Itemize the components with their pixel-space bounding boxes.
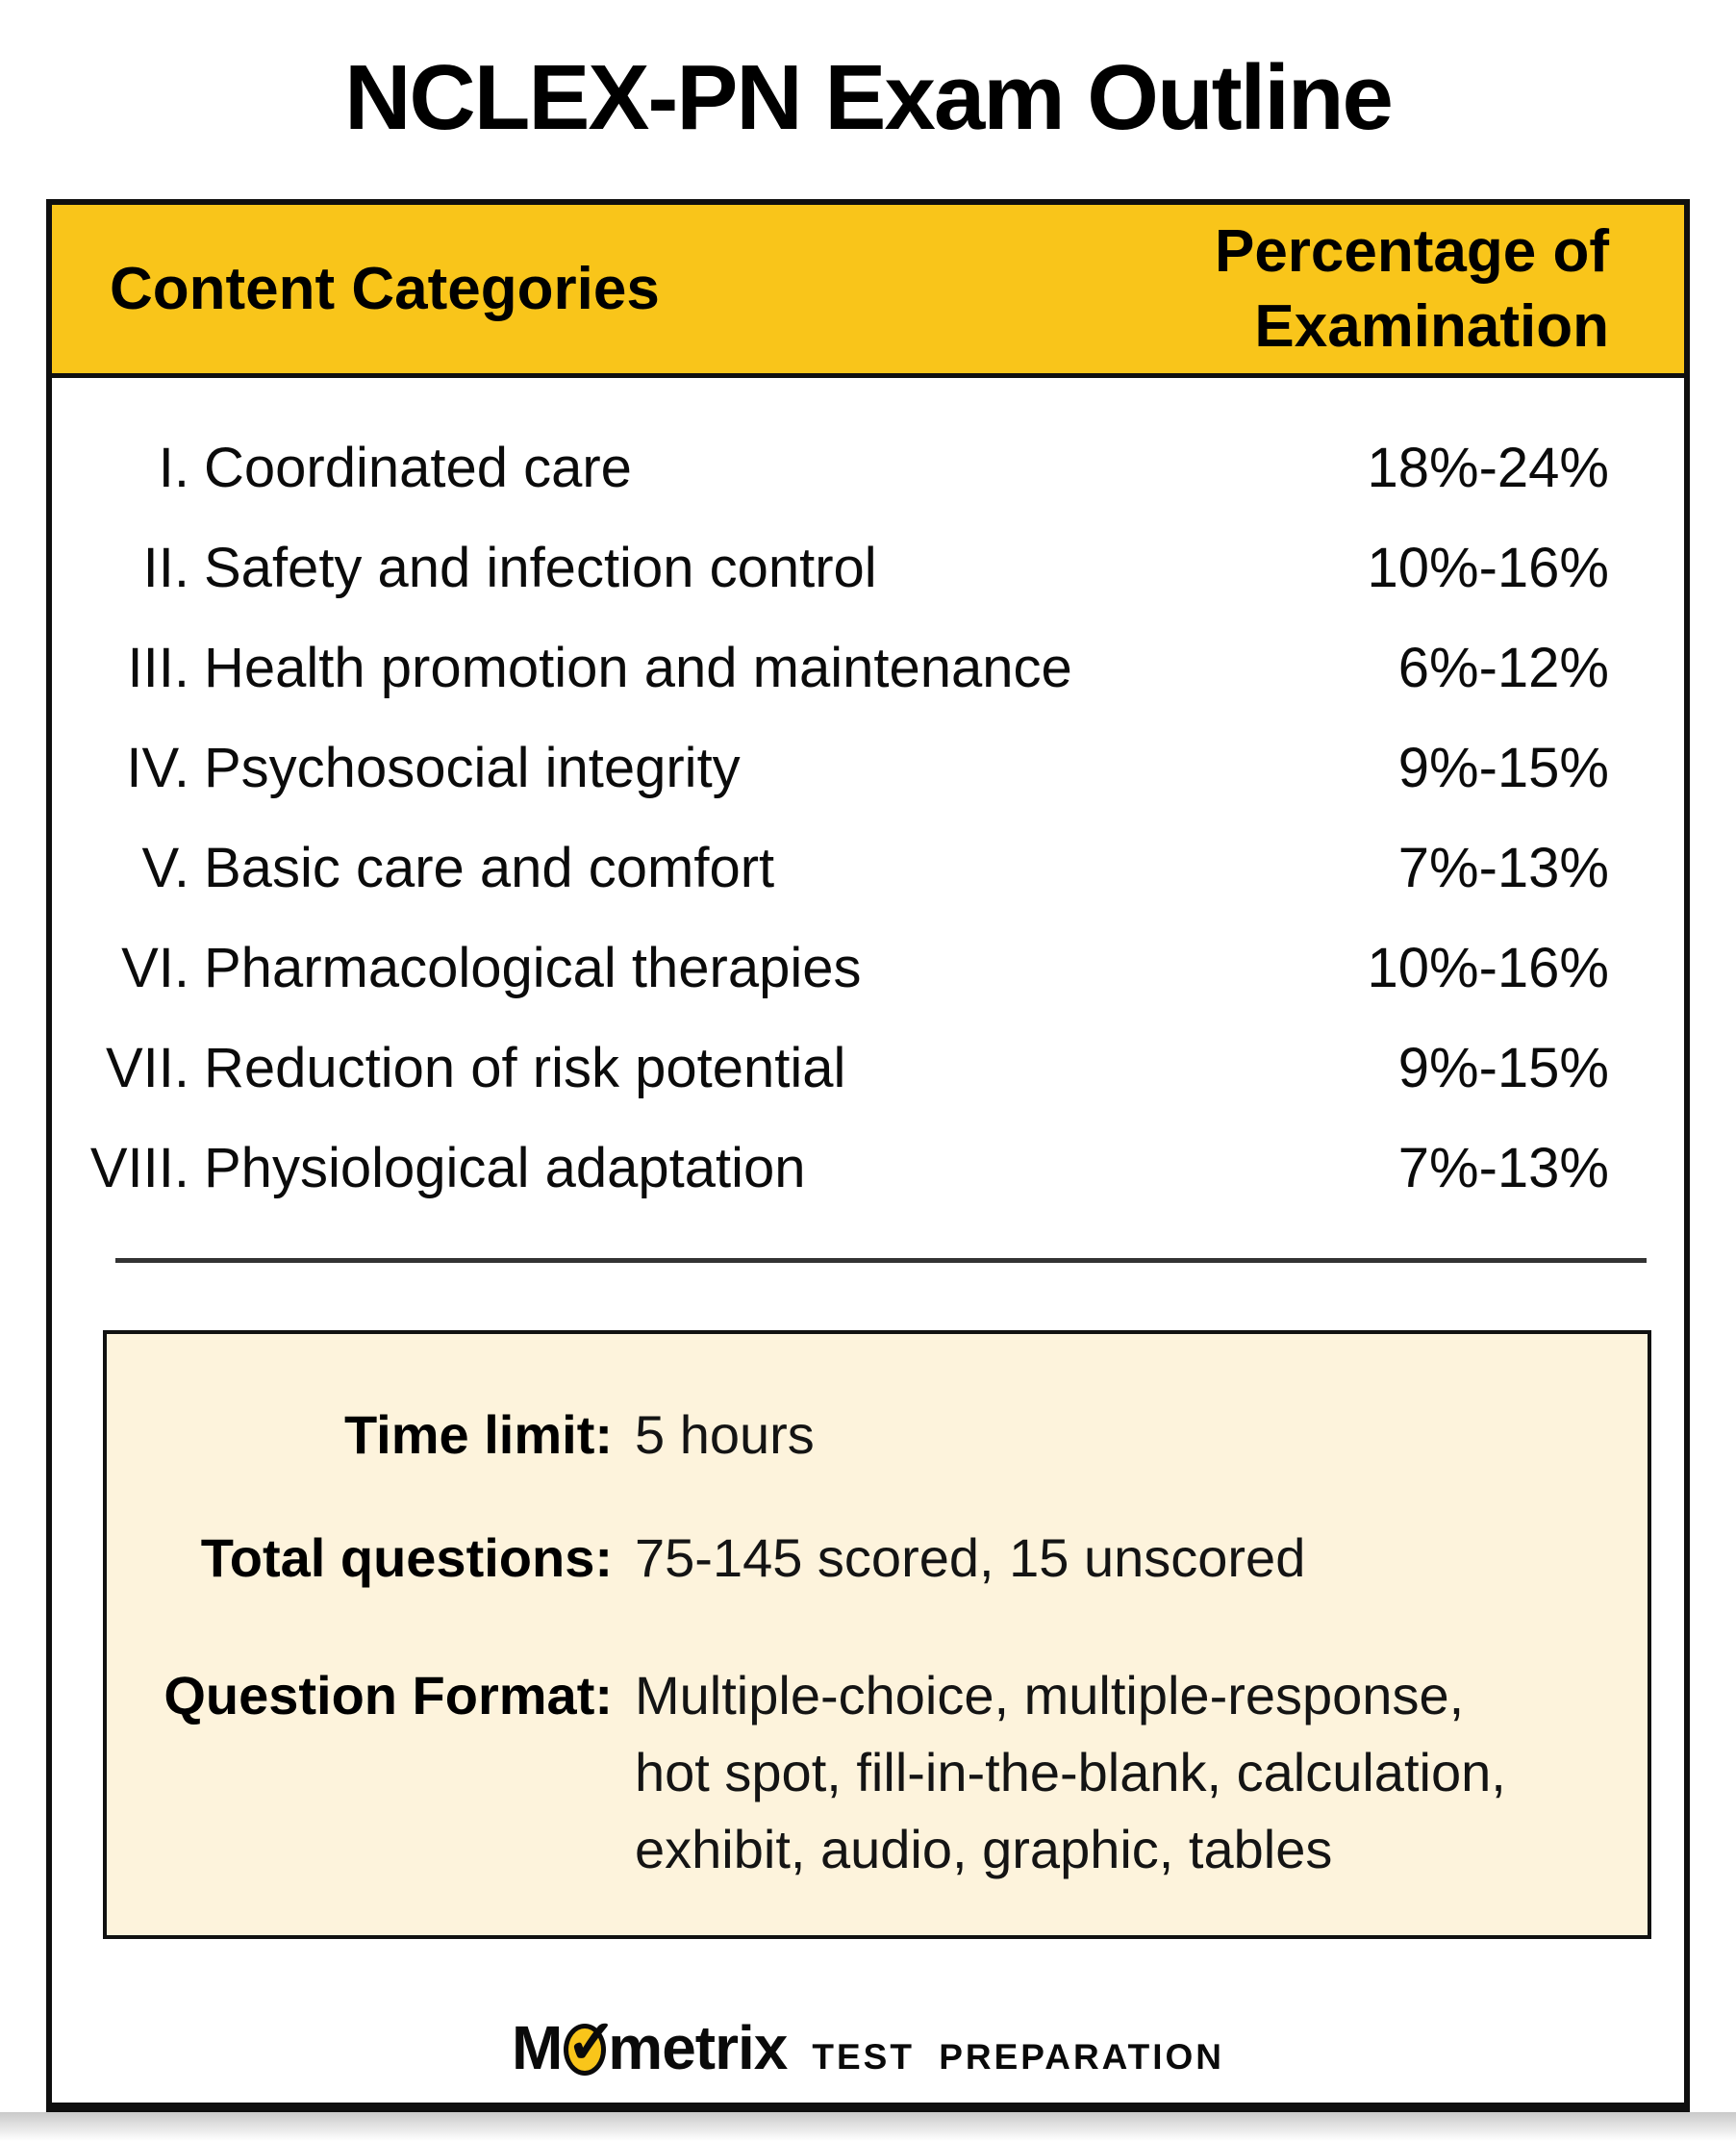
mometrix-wordmark: M ✓ metrix [511,2011,788,2082]
question-format-line2: hot spot, fill-in-the-blank, calculation… [635,1742,1506,1802]
row-category: Coordinated care [204,436,632,499]
row-category: Pharmacological therapies [204,936,862,999]
row-category: Reduction of risk potential [204,1036,846,1099]
row-numeral: VI. [121,936,189,999]
table-row: VII. Reduction of risk potential 9%-15% [52,1018,1684,1118]
header-content-categories: Content Categories [110,256,660,322]
row-numeral: IV. [126,736,189,799]
total-questions-label: Total questions: [200,1527,613,1588]
section-divider [115,1258,1647,1263]
row-percentage: 9%-15% [1397,1036,1609,1099]
row-numeral: II. [142,536,189,599]
row-category: Basic care and comfort [204,836,775,899]
info-row-total-questions: Total questions: 75-145 scored, 15 unsco… [107,1524,1648,1592]
row-category: Physiological adaptation [204,1136,806,1199]
exam-info-box: Time limit: 5 hours Total questions: 75-… [103,1330,1651,1939]
row-category: Safety and infection control [204,536,877,599]
table-body: I. Coordinated care 18%-24% II. Safety a… [52,383,1684,1218]
row-percentage: 7%-13% [1397,1136,1609,1199]
mometrix-tagline: TEST PREPARATION [812,2037,1225,2077]
mometrix-checkmark-icon: ✓ [564,2011,617,2076]
table-row: V. Basic care and comfort 7%-13% [52,818,1684,918]
row-numeral: I. [158,436,189,499]
question-format-line1: Multiple-choice, multiple-response, [635,1665,1465,1725]
header-percentage-line1: Percentage of [1214,217,1609,285]
card-shadow [0,2112,1736,2141]
row-numeral: V. [141,836,189,899]
check-glyph: ✓ [566,2007,617,2077]
row-category: Health promotion and maintenance [204,636,1072,699]
row-numeral: III. [127,636,189,699]
table-row: I. Coordinated care 18%-24% [52,417,1684,517]
table-header: Content Categories Percentage of Examina… [52,205,1684,378]
header-percentage-line2: Examination [1254,292,1609,360]
table-row: II. Safety and infection control 10%-16% [52,517,1684,617]
question-format-line3: exhibit, audio, graphic, tables [635,1819,1333,1879]
question-format-label: Question Format: [164,1665,613,1725]
row-percentage: 18%-24% [1367,436,1609,499]
table-row: III. Health promotion and maintenance 6%… [52,617,1684,718]
table-row: VIII. Physiological adaptation 7%-13% [52,1118,1684,1218]
row-percentage: 10%-16% [1367,936,1609,999]
row-percentage: 10%-16% [1367,536,1609,599]
mometrix-wordmark-rest: metrix [608,2013,788,2082]
table-row: IV. Psychosocial integrity 9%-15% [52,718,1684,818]
row-percentage: 6%-12% [1397,636,1609,699]
header-percentage-of-examination: Percentage of Examination [1215,214,1609,365]
total-questions-value: 75-145 scored, 15 unscored [635,1527,1306,1588]
info-row-time-limit: Time limit: 5 hours [107,1401,1648,1469]
row-percentage: 7%-13% [1397,836,1609,899]
question-format-value: Multiple-choice, multiple-response, hot … [635,1657,1506,1888]
mometrix-logo: M ✓ metrix TEST PREPARATION [52,2011,1684,2083]
row-numeral: VII. [105,1036,189,1099]
time-limit-label: Time limit: [343,1404,613,1465]
info-row-question-format: Question Format: Multiple-choice, multip… [107,1657,1648,1888]
exam-outline-card: Content Categories Percentage of Examina… [46,199,1690,2112]
page-title: NCLEX-PN Exam Outline [344,46,1394,149]
row-category: Psychosocial integrity [204,736,741,799]
row-numeral: VIII. [89,1136,189,1199]
time-limit-value: 5 hours [635,1404,815,1465]
row-percentage: 9%-15% [1397,736,1609,799]
table-row: VI. Pharmacological therapies 10%-16% [52,918,1684,1018]
mometrix-wordmark-m: M [511,2013,563,2082]
